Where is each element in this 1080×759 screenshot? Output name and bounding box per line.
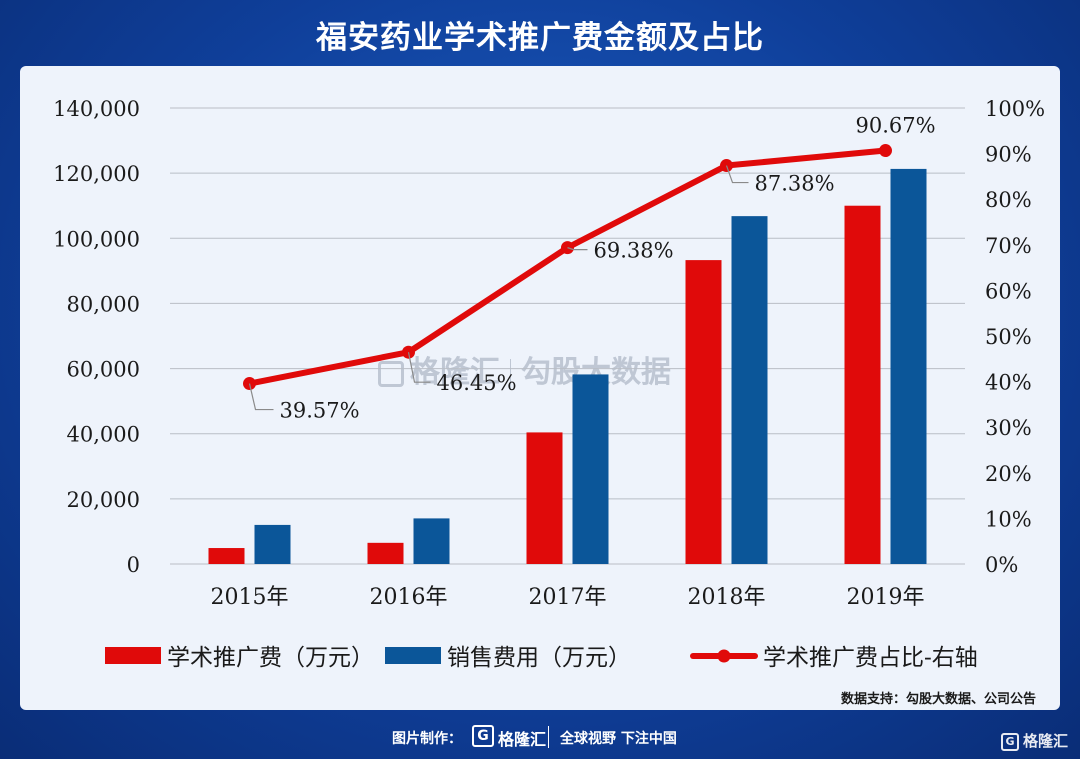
data-label: 69.38%	[594, 239, 674, 263]
x-tick-label: 2017年	[529, 585, 607, 610]
bar-academic-promotion	[685, 260, 722, 564]
corner-logo-icon: G	[1000, 732, 1019, 751]
y-left-tick-label: 120,000	[53, 162, 140, 186]
bar-sales-expense	[572, 374, 609, 564]
y-left-tick-label: 0	[127, 553, 140, 577]
x-tick-label: 2015年	[211, 585, 289, 610]
data-label-leader	[567, 247, 588, 251]
y-right-tick-label: 30%	[985, 416, 1032, 440]
bar-sales-expense	[731, 216, 768, 564]
legend-swatch-bar	[105, 647, 161, 664]
y-left-tick-label: 40,000	[67, 423, 140, 447]
y-right-tick-label: 100%	[985, 97, 1045, 121]
data-label-leader	[725, 165, 749, 184]
bar-sales-expense	[254, 524, 291, 564]
x-tick-label: 2016年	[370, 585, 448, 610]
legend-label: 学术推广费（万元）	[167, 645, 374, 671]
y-right-tick-label: 0%	[985, 553, 1018, 577]
watermark-divider	[510, 358, 511, 389]
footer-brand: 格隆汇	[498, 730, 547, 749]
bar-academic-promotion	[526, 432, 563, 564]
corner-logo: G 格隆汇	[1000, 730, 1068, 751]
y-right-tick-label: 60%	[985, 279, 1032, 303]
bar-sales-expense	[413, 518, 450, 564]
y-right-tick-label: 50%	[985, 325, 1032, 349]
watermark-logo-icon	[378, 360, 404, 387]
footer-made-by: 图片制作：	[392, 731, 462, 747]
footer: 图片制作： G 格隆汇 全球视野 下注中国	[0, 722, 1080, 752]
footer-slogan: 全球视野 下注中国	[560, 731, 677, 747]
footer-divider	[548, 726, 549, 748]
data-label-leader	[407, 352, 431, 383]
x-tick-label: 2019年	[847, 585, 925, 610]
y-right-tick-label: 10%	[985, 507, 1032, 531]
y-left-tick-label: 60,000	[67, 358, 140, 382]
ratio-point	[879, 144, 892, 158]
y-right-tick-label: 70%	[985, 234, 1032, 258]
y-right-tick-label: 80%	[985, 188, 1032, 212]
chart-title: 福安药业学术推广费金额及占比	[316, 20, 764, 56]
bar-sales-expense	[890, 168, 927, 564]
bar-academic-promotion	[367, 542, 404, 564]
y-right-tick-label: 20%	[985, 462, 1032, 486]
bar-academic-promotion	[844, 205, 881, 564]
data-label: 39.57%	[280, 399, 360, 423]
watermark-brand: 格隆汇	[410, 355, 500, 390]
bar-academic-promotion	[208, 548, 245, 564]
data-label: 46.45%	[437, 371, 517, 395]
legend-swatch-bar	[385, 647, 441, 664]
y-right-tick-label: 90%	[985, 143, 1032, 167]
data-label-leader	[248, 383, 274, 411]
legend-label: 销售费用（万元）	[447, 645, 631, 671]
y-right-tick-label: 40%	[985, 371, 1032, 395]
y-left-tick-label: 140,000	[53, 97, 140, 121]
y-left-tick-label: 20,000	[67, 488, 140, 512]
y-left-tick-label: 100,000	[53, 227, 140, 251]
footer-logo-icon: G	[472, 725, 494, 747]
data-label: 90.67%	[856, 114, 936, 138]
x-tick-label: 2018年	[688, 585, 766, 610]
legend-label: 学术推广费占比-右轴	[763, 645, 978, 671]
data-label: 87.38%	[755, 172, 835, 196]
data-source: 数据支持：勾股大数据、公司公告	[840, 692, 1036, 707]
corner-logo-text: 格隆汇	[1022, 732, 1068, 750]
y-left-tick-label: 80,000	[67, 292, 140, 316]
legend-swatch-marker	[717, 649, 731, 663]
